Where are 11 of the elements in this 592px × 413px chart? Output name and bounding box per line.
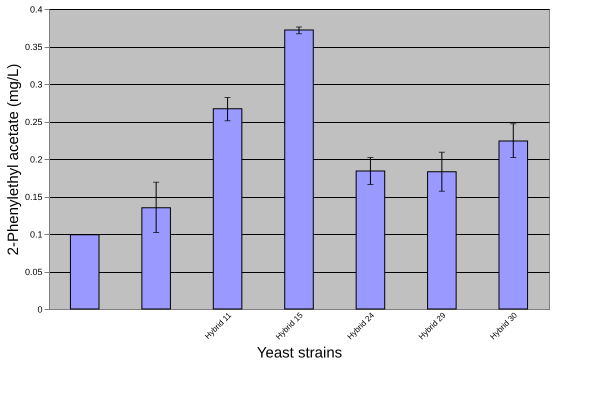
y-tick-label: 0.15 <box>24 192 42 202</box>
y-tick-label: 0 <box>37 304 42 314</box>
y-tick-label: 0.05 <box>24 267 42 277</box>
y-axis-title: 2-Phenylethyl acetate (mg/L) <box>4 64 22 256</box>
y-tick-label: 0.2 <box>30 154 42 164</box>
x-axis-title: Yeast strains <box>256 344 342 362</box>
y-tick-label: 0.25 <box>24 117 42 127</box>
y-tick-label: 0.4 <box>30 4 42 14</box>
y-tick-label: 0.35 <box>24 42 42 52</box>
y-tick-label: 0.1 <box>30 230 42 240</box>
y-tick-label: 0.3 <box>30 80 42 90</box>
